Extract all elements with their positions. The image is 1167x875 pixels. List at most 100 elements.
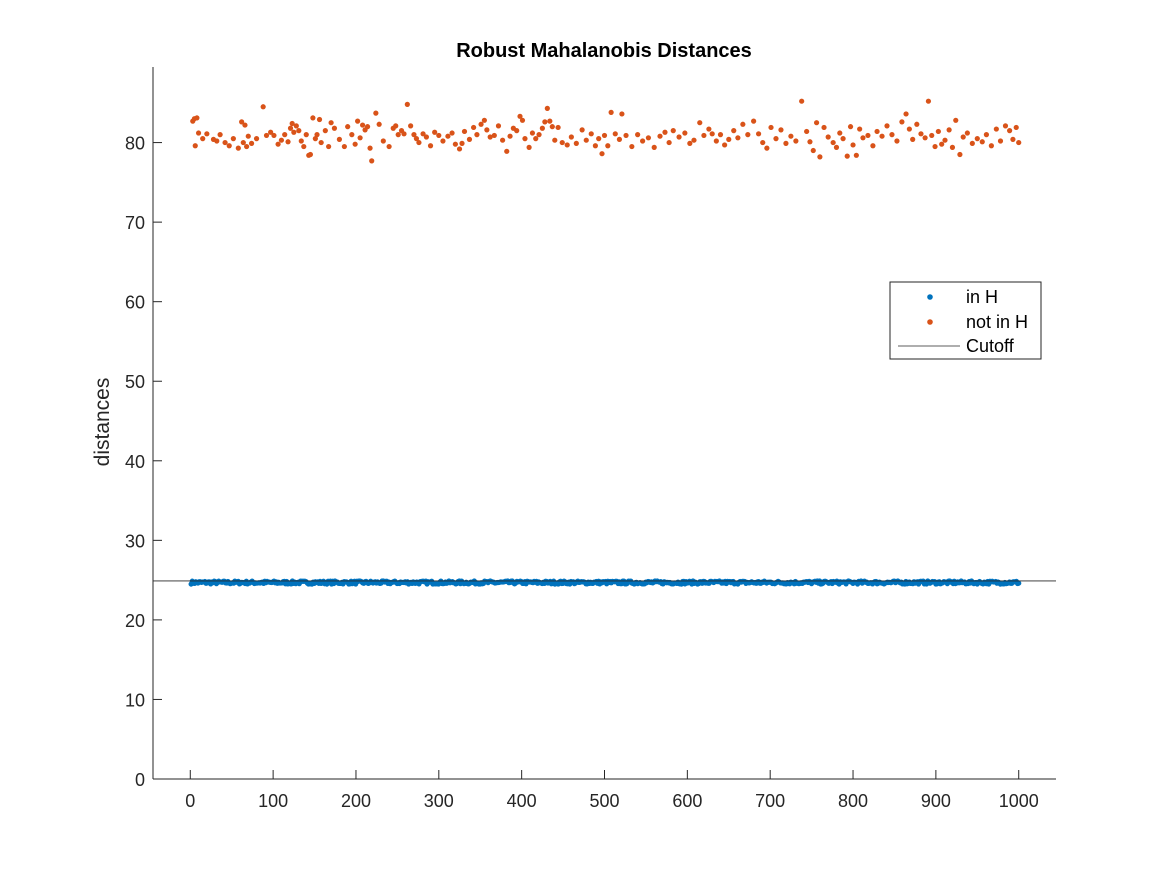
point-not-in-h: [1016, 139, 1022, 146]
point-not-in-h: [326, 143, 332, 150]
point-not-in-h: [825, 134, 831, 140]
x-tick-label: 400: [507, 791, 537, 811]
point-not-in-h: [964, 130, 970, 136]
x-tick-label: 200: [341, 791, 371, 811]
point-not-in-h: [983, 132, 990, 138]
legend-label-cutoff: Cutoff: [966, 336, 1015, 356]
point-not-in-h: [596, 136, 602, 142]
point-not-in-h: [969, 140, 975, 146]
point-not-in-h: [760, 139, 766, 146]
point-not-in-h: [529, 130, 536, 136]
point-not-in-h: [768, 124, 774, 131]
point-not-in-h: [870, 143, 876, 149]
point-not-in-h: [459, 140, 465, 146]
x-tick-label: 300: [424, 791, 454, 811]
point-not-in-h: [605, 143, 611, 149]
point-not-in-h: [293, 123, 299, 129]
point-not-in-h: [310, 115, 316, 121]
x-tick-label: 0: [185, 791, 195, 811]
x-tick-label: 700: [755, 791, 785, 811]
point-not-in-h: [260, 104, 266, 110]
point-not-in-h: [1002, 123, 1009, 129]
point-not-in-h: [874, 128, 880, 135]
point-not-in-h: [899, 119, 905, 125]
point-not-in-h: [942, 137, 948, 143]
point-not-in-h: [364, 124, 371, 130]
point-not-in-h: [691, 137, 697, 143]
point-not-in-h: [640, 138, 646, 144]
y-tick-label: 10: [125, 690, 145, 710]
point-not-in-h: [253, 136, 260, 142]
point-not-in-h: [411, 132, 417, 138]
point-not-in-h: [395, 132, 401, 138]
point-not-in-h: [239, 119, 245, 125]
point-not-in-h: [960, 134, 966, 140]
x-tick-label: 500: [589, 791, 619, 811]
point-not-in-h: [619, 111, 625, 117]
point-not-in-h: [445, 133, 451, 139]
point-not-in-h: [778, 127, 784, 133]
point-not-in-h: [514, 128, 520, 134]
point-not-in-h: [192, 143, 198, 149]
legend-marker-not-in-h: [927, 319, 933, 325]
point-not-in-h: [436, 132, 442, 139]
point-not-in-h: [456, 146, 463, 152]
point-not-in-h: [401, 131, 407, 137]
point-not-in-h: [817, 154, 823, 160]
point-not-in-h: [788, 133, 794, 139]
x-tick-label: 900: [921, 791, 951, 811]
point-not-in-h: [918, 131, 924, 137]
point-not-in-h: [957, 151, 963, 158]
point-not-in-h: [316, 116, 323, 123]
point-not-in-h: [413, 136, 420, 142]
point-not-in-h: [461, 128, 468, 135]
point-not-in-h: [588, 131, 594, 137]
point-not-in-h: [349, 132, 355, 138]
point-not-in-h: [440, 138, 446, 144]
point-not-in-h: [573, 140, 579, 146]
point-not-in-h: [331, 125, 338, 131]
point-not-in-h: [271, 132, 277, 139]
point-not-in-h: [194, 115, 200, 121]
point-not-in-h: [495, 123, 502, 129]
point-not-in-h: [657, 133, 663, 139]
point-not-in-h: [1013, 124, 1019, 131]
point-not-in-h: [504, 148, 510, 154]
point-not-in-h: [507, 133, 513, 139]
point-not-in-h: [844, 153, 850, 159]
point-not-in-h: [751, 118, 757, 124]
point-not-in-h: [222, 139, 228, 146]
legend-label-not-in-h: not in H: [966, 312, 1028, 332]
point-not-in-h: [910, 136, 916, 142]
point-not-in-h: [599, 151, 605, 157]
point-not-in-h: [726, 136, 732, 142]
point-not-in-h: [793, 138, 799, 144]
point-not-in-h: [452, 141, 458, 147]
point-not-in-h: [360, 122, 366, 128]
point-not-in-h: [559, 139, 565, 146]
point-not-in-h: [263, 132, 270, 139]
point-not-in-h: [312, 136, 318, 142]
point-not-in-h: [932, 143, 938, 150]
point-not-in-h: [914, 121, 920, 127]
point-not-in-h: [837, 130, 843, 136]
point-not-in-h: [939, 141, 945, 147]
point-not-in-h: [547, 118, 553, 124]
x-tick-label: 800: [838, 791, 868, 811]
point-not-in-h: [949, 144, 956, 150]
x-tick-label: 1000: [999, 791, 1039, 811]
axes: 0 100 200 300 400 500 600 700 800 900 1000 0 10 20 30 4…: [125, 67, 1056, 811]
point-not-in-h: [629, 143, 635, 150]
point-not-in-h: [322, 128, 328, 134]
point-not-in-h: [195, 130, 202, 136]
point-not-in-h: [840, 136, 846, 142]
point-not-in-h: [282, 132, 288, 138]
point-not-in-h: [821, 124, 827, 131]
point-not-in-h: [408, 123, 414, 129]
point-not-in-h: [303, 132, 309, 138]
point-not-in-h: [879, 133, 885, 139]
point-not-in-h: [204, 131, 210, 137]
point-not-in-h: [799, 98, 805, 104]
point-not-in-h: [235, 145, 241, 151]
point-not-in-h: [522, 136, 528, 142]
